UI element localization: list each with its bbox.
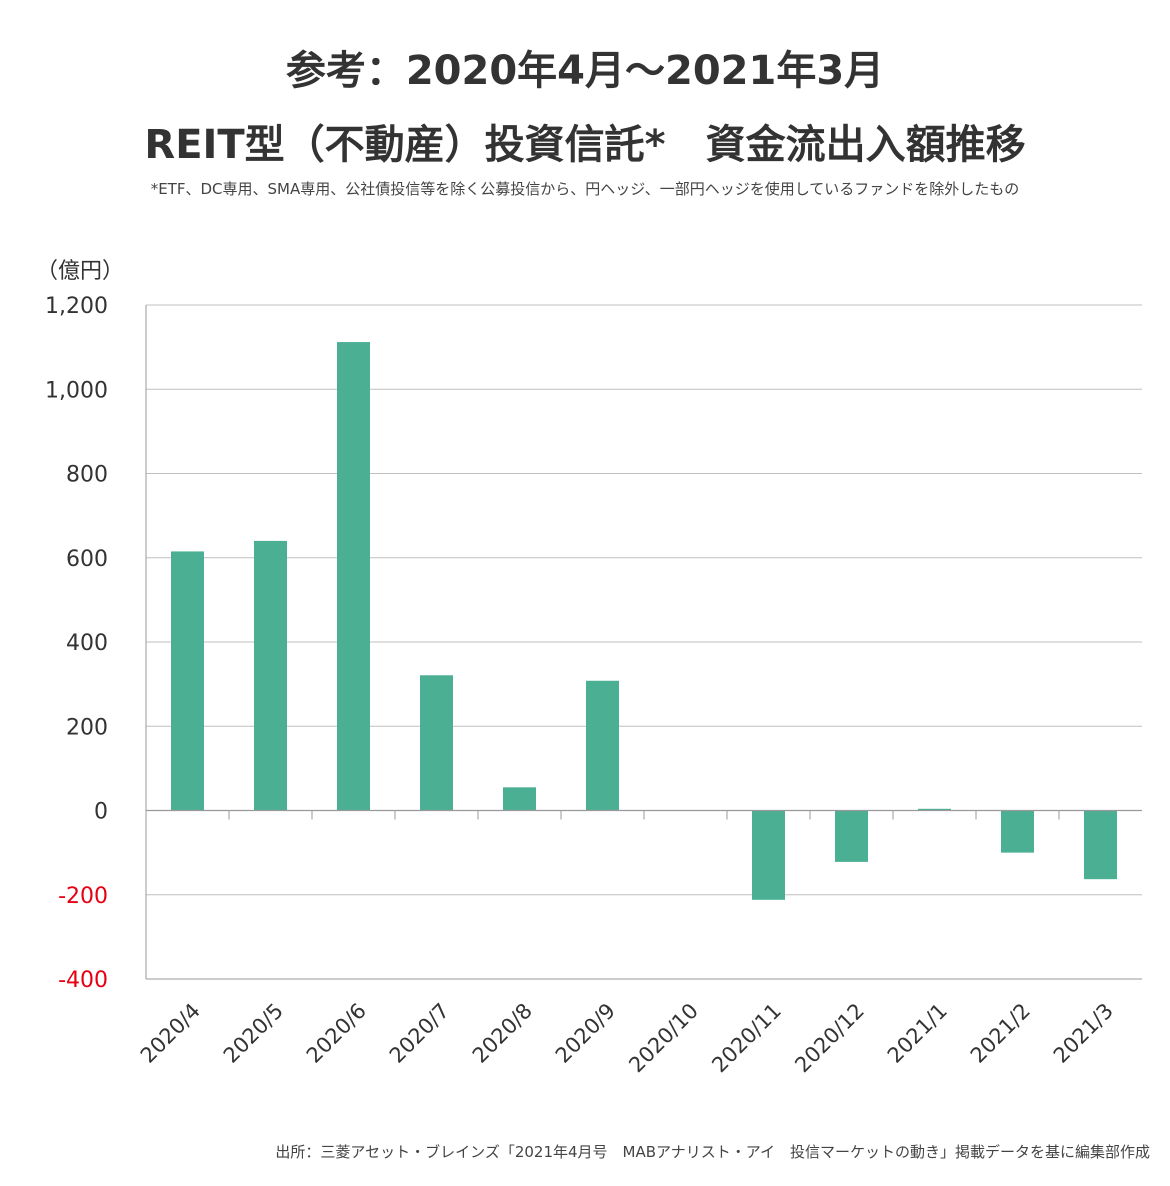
x-tick-label: 2020/11: [707, 999, 786, 1078]
x-tick-label: 2020/7: [385, 999, 454, 1068]
bar: [171, 551, 204, 811]
x-tick-label: 2021/3: [1049, 999, 1118, 1068]
x-tick-label: 2020/8: [468, 999, 537, 1068]
x-tick-label: 2021/1: [883, 999, 952, 1068]
bars: [171, 342, 1117, 900]
y-tick-label: -200: [58, 884, 108, 909]
bar: [254, 540, 287, 811]
y-tick-label: 0: [94, 800, 108, 825]
bar: [1084, 810, 1117, 880]
bar: [1001, 810, 1034, 853]
bar: [337, 342, 370, 811]
y-tick-label: 400: [66, 631, 108, 656]
x-tick-label: 2020/12: [790, 999, 869, 1078]
y-tick-label: -400: [58, 968, 108, 993]
y-tick-label: 1,200: [45, 294, 108, 319]
bar: [835, 810, 868, 862]
x-tick-label: 2020/4: [136, 999, 205, 1068]
y-tick-label: 600: [66, 547, 108, 572]
bar: [752, 810, 785, 900]
y-axis-unit-label: （億円）: [36, 259, 125, 284]
x-tick-label: 2020/9: [551, 999, 620, 1068]
y-tick-label: 800: [66, 463, 108, 488]
axes: [145, 305, 1142, 980]
chart-title-line2: REIT型（不動産）投資信託* 資金流出入額推移: [144, 122, 1026, 168]
x-tick-label: 2020/6: [302, 999, 371, 1068]
bar: [420, 675, 453, 811]
y-tick-label: 1,000: [45, 378, 108, 403]
chart-footnote: *ETF、DC専用、SMA専用、公社債投信等を除く公募投信から、円ヘッジ、一部円…: [150, 180, 1020, 198]
x-tick-label: 2020/10: [624, 999, 703, 1078]
bar: [586, 680, 619, 811]
x-tick-labels: 2020/4 2020/5 2020/6 2020/7 2020/8 2020/9 2020…: [136, 999, 1118, 1078]
x-tick-label: 2021/2: [966, 999, 1035, 1068]
gridlines: [146, 304, 1142, 980]
chart-title-line1: 参考：2020年4月～2021年3月: [285, 48, 885, 94]
source-credit: 出所：三菱アセット・ブレインズ「2021年4月号 MABアナリスト・アイ 投信マ…: [275, 1143, 1150, 1161]
y-tick-label: 200: [66, 715, 108, 740]
bar: [918, 808, 951, 811]
x-tick-label: 2020/5: [219, 999, 288, 1068]
y-tick-labels: 1,200 1,000 800 600 400 200 0 -200 -400: [45, 294, 108, 993]
bar: [503, 787, 536, 811]
